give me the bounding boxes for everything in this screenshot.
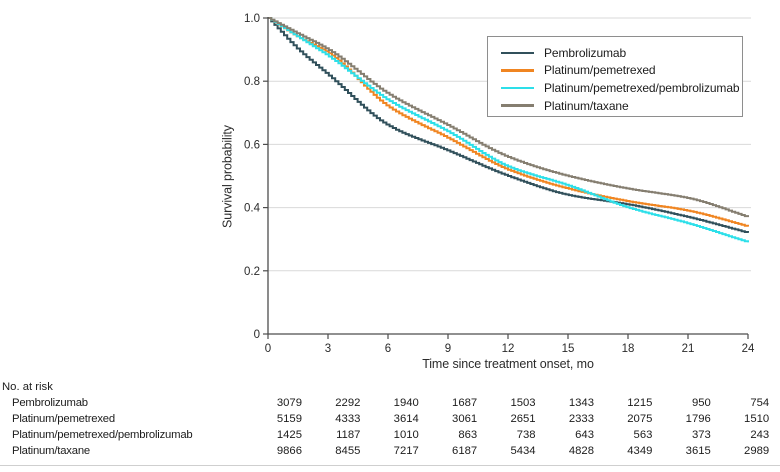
risk-count: 4828	[568, 445, 594, 457]
legend-line-swatch	[501, 86, 534, 90]
y-tick-label: 0.6	[244, 139, 260, 151]
risk-table-title: No. at risk	[2, 381, 53, 393]
risk-count: 863	[458, 429, 478, 441]
legend-label: Pembrolizumab	[544, 45, 627, 60]
survival-curves	[268, 17, 749, 243]
risk-count: 754	[750, 397, 770, 409]
risk-count: 9866	[276, 445, 302, 457]
y-tick-label: 0.8	[244, 76, 260, 88]
y-axis-label: Survival probability	[220, 125, 235, 228]
risk-count: 1343	[568, 397, 594, 409]
legend: Pembrolizumab Platinum/pemetrexed Platinum…	[487, 36, 743, 117]
risk-count: 2333	[568, 413, 594, 425]
legend-line-swatch	[501, 104, 534, 107]
risk-count: 5159	[276, 413, 302, 425]
risk-count: 2989	[744, 445, 770, 457]
x-tick-label: 15	[562, 343, 575, 355]
risk-count: 1687	[452, 397, 478, 409]
risk-count: 1010	[393, 429, 419, 441]
x-tick-label: 18	[622, 343, 635, 355]
x-tick-label: 3	[325, 343, 331, 355]
legend-line-swatch	[501, 51, 534, 55]
risk-count: 8455	[335, 445, 361, 457]
legend-item: Pembrolizumab	[488, 44, 742, 62]
risk-count: 1796	[685, 413, 711, 425]
risk-count: 373	[691, 429, 711, 441]
risk-row-label: Platinum/pemetrexed/pembrolizumab	[12, 429, 193, 441]
risk-count: 4333	[335, 413, 361, 425]
x-tick-label: 6	[385, 343, 391, 355]
y-tick-label: 1.0	[244, 13, 260, 25]
y-tick-label: 0.2	[244, 266, 260, 278]
legend-label: Platinum/pemetrexed	[544, 63, 656, 78]
risk-count: 950	[691, 397, 711, 409]
x-tick-label: 0	[265, 343, 271, 355]
legend-item: Platinum/pemetrexed/pembrolizumab	[488, 79, 742, 97]
risk-count: 3614	[393, 413, 419, 425]
legend-label: Platinum/taxane	[544, 98, 629, 113]
survival-curve-platinum-pemetrexed-pembrolizumab	[268, 17, 749, 243]
figure-divider	[0, 465, 780, 466]
x-tick-label: 12	[502, 343, 515, 355]
legend-line-swatch	[501, 69, 534, 72]
risk-count: 1215	[627, 397, 653, 409]
risk-count: 738	[516, 429, 536, 441]
risk-count: 3615	[685, 445, 711, 457]
risk-row-label: Platinum/taxane	[12, 445, 91, 457]
risk-count: 1425	[276, 429, 302, 441]
risk-count: 243	[750, 429, 770, 441]
legend-item: Platinum/taxane	[488, 97, 742, 115]
risk-count: 1187	[336, 429, 361, 441]
risk-count: 7217	[393, 445, 419, 457]
x-tick-label: 9	[445, 343, 451, 355]
x-axis-label: Time since treatment onset, mo	[422, 357, 594, 371]
legend-label: Platinum/pemetrexed/pembrolizumab	[544, 80, 740, 95]
y-tick-label: 0	[254, 329, 260, 341]
risk-count: 5434	[510, 445, 536, 457]
risk-count: 1940	[393, 397, 419, 409]
legend-item: Platinum/pemetrexed	[488, 62, 742, 80]
risk-count: 4349	[627, 445, 653, 457]
risk-row-label: Platinum/pemetrexed	[12, 413, 115, 425]
risk-count: 1503	[510, 397, 536, 409]
axes: 0 0.2 0.4 0.6 0.8 1.0 0 3 6 9 12 15 18 21 24	[244, 13, 755, 355]
risk-count: 6187	[452, 445, 478, 457]
risk-count: 1510	[744, 413, 770, 425]
risk-count: 2651	[510, 413, 536, 425]
risk-count: 3079	[276, 397, 302, 409]
x-tick-label: 24	[742, 343, 755, 355]
risk-row-label: Pembrolizumab	[12, 397, 88, 409]
x-tick-label: 21	[682, 343, 695, 355]
survival-curve-platinum-taxane	[268, 17, 749, 218]
risk-count: 2292	[335, 397, 361, 409]
risk-count: 643	[575, 429, 594, 441]
risk-count: 563	[633, 429, 653, 441]
survival-curve-pembrolizumab	[268, 17, 749, 233]
risk-count: 3061	[452, 413, 478, 425]
risk-count: 2075	[627, 413, 653, 425]
y-tick-label: 0.4	[244, 203, 261, 215]
